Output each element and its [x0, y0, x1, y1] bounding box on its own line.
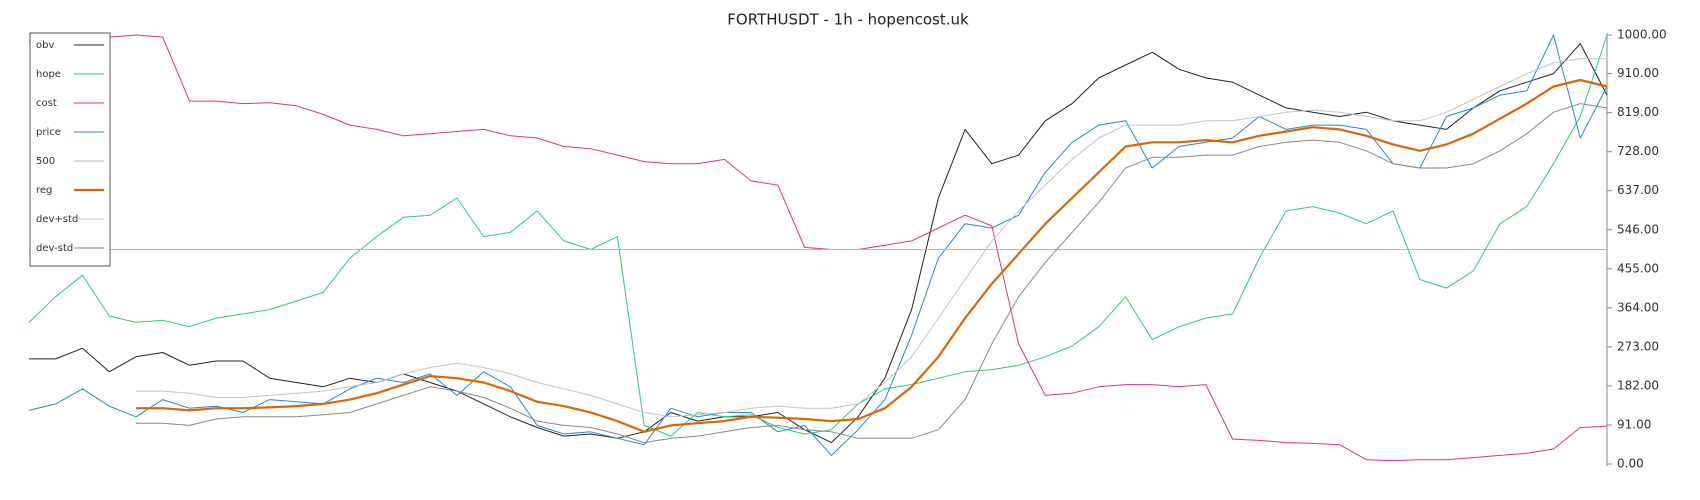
y-tick-label: 364.00 [1617, 300, 1659, 314]
y-tick-label: 182.00 [1617, 378, 1659, 392]
y-tick-label: 546.00 [1617, 222, 1659, 236]
y-tick-label: 91.00 [1617, 417, 1651, 431]
series-line [29, 43, 1608, 444]
series-line [136, 78, 1608, 433]
legend-label: obv [36, 40, 54, 51]
legend-label: price [36, 127, 61, 138]
series-line [28, 34, 1608, 456]
legend-label: 500 [36, 156, 55, 167]
y-tick-label: 910.00 [1617, 66, 1659, 80]
series-line [28, 34, 1608, 462]
series-line [136, 58, 1607, 418]
legend-label: dev+std [36, 214, 78, 225]
series-line [136, 103, 1608, 444]
y-tick-label: 637.00 [1617, 183, 1659, 197]
y-tick-label: 1000.00 [1617, 28, 1667, 42]
legend-label: hope [36, 69, 61, 80]
legend-label: reg [36, 185, 52, 196]
legend: obv hope cost price 500 reg dev+std dev-std [29, 32, 111, 267]
chart-title: FORTHUSDT - 1h - hopencost.uk [727, 11, 969, 29]
y-tick-label: 728.00 [1617, 144, 1659, 158]
legend-label: cost [36, 98, 57, 109]
y-tick-label: 273.00 [1617, 339, 1659, 353]
series-line [28, 34, 1608, 437]
legend-label: dev-std [36, 243, 73, 254]
y-tick-label: 455.00 [1617, 261, 1659, 275]
y-tick-label: 0.00 [1617, 457, 1644, 471]
legend-box [29, 32, 111, 267]
y-tick-label: 819.00 [1617, 105, 1659, 119]
